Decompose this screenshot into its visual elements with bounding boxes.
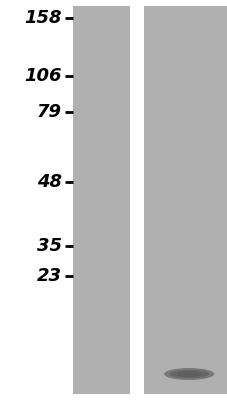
Text: 48: 48	[36, 173, 61, 191]
Ellipse shape	[163, 368, 213, 380]
Bar	[73, 6, 129, 394]
Text: 106: 106	[24, 67, 61, 85]
Text: 35: 35	[36, 237, 61, 255]
Text: 23: 23	[36, 267, 61, 285]
Text: 79: 79	[36, 103, 61, 121]
Ellipse shape	[168, 370, 208, 378]
Ellipse shape	[176, 371, 201, 377]
Text: 158: 158	[24, 9, 61, 27]
Bar	[143, 6, 226, 394]
